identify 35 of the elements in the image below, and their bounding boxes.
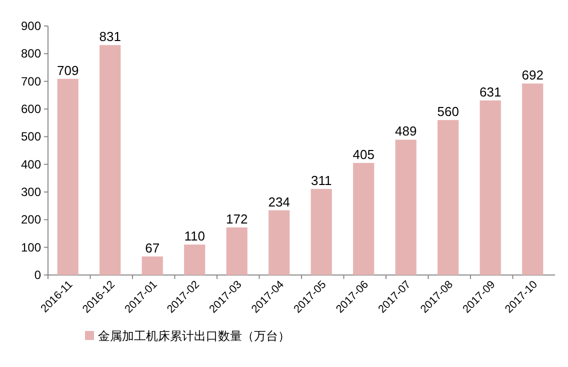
bar: [268, 210, 290, 275]
data-label: 172: [226, 211, 248, 226]
data-label: 631: [480, 84, 502, 100]
bar: [184, 244, 206, 275]
data-label: 692: [522, 68, 544, 83]
bar: [100, 45, 121, 275]
bar: [395, 140, 416, 275]
y-tick-label: 400: [20, 157, 42, 172]
data-label: 311: [310, 172, 332, 188]
bar: [226, 227, 248, 275]
bar: [142, 256, 163, 275]
bar: [438, 120, 459, 275]
y-tick-label: 500: [20, 130, 42, 144]
bar: [353, 162, 374, 275]
data-label: 110: [184, 228, 205, 244]
y-tick-label: 200: [20, 212, 42, 227]
y-tick-label: 0: [34, 268, 42, 282]
data-label: 560: [437, 104, 459, 120]
y-tick-label: 700: [20, 74, 42, 88]
data-label: 67: [145, 240, 160, 256]
y-tick-label: 300: [20, 185, 42, 199]
y-tick-label: 900: [20, 19, 42, 33]
y-tick-label: 100: [20, 240, 42, 254]
data-label: 831: [99, 29, 121, 44]
bar: [522, 84, 544, 275]
y-tick-label: 800: [20, 46, 42, 61]
bar: [310, 188, 332, 275]
data-label: 489: [395, 124, 417, 139]
bar: [480, 100, 501, 275]
data-label: 405: [352, 146, 374, 162]
y-tick-label: 600: [20, 102, 42, 116]
bar: [57, 78, 78, 275]
legend-label: 金属加工机床累计出口数量（万台）: [98, 329, 290, 343]
data-label: 234: [268, 194, 290, 210]
data-label: 709: [57, 62, 79, 78]
